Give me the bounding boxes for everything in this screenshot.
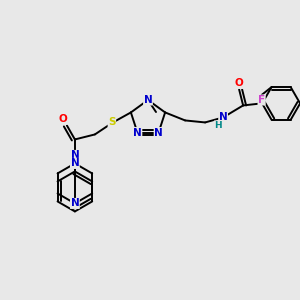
Text: N: N [70,198,79,208]
Text: F: F [258,95,265,105]
Text: O: O [235,78,244,88]
Text: N: N [154,128,163,138]
Text: N: N [70,150,79,161]
Text: N: N [133,128,142,138]
Text: N: N [144,95,152,105]
Text: O: O [58,114,67,124]
Text: N: N [70,158,79,168]
Text: S: S [108,117,116,128]
Text: N: N [219,112,227,122]
Text: H: H [214,121,222,130]
